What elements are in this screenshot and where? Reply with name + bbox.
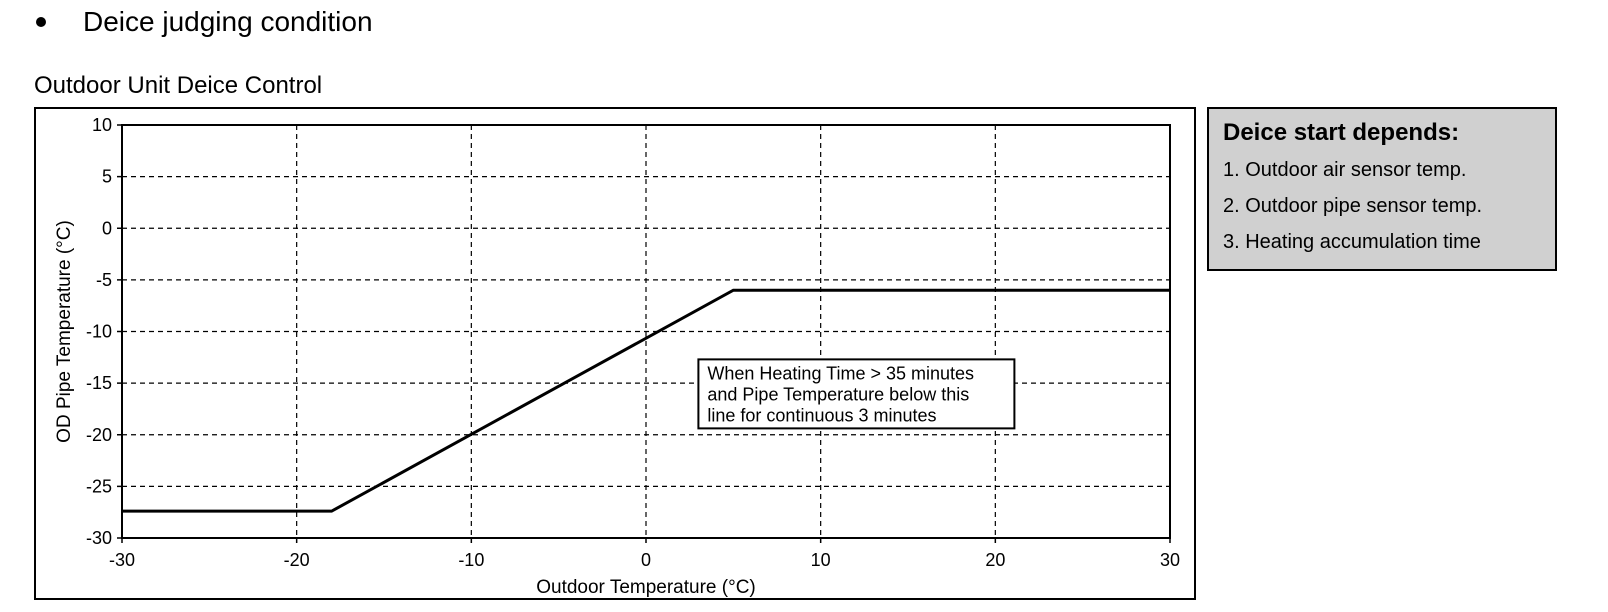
info-item-3: 3. Heating accumulation time bbox=[1223, 231, 1481, 253]
bullet-heading: Deice judging condition bbox=[36, 2, 373, 42]
y-tick-label: -15 bbox=[86, 373, 112, 393]
y-axis-label: OD Pipe Temperature (°C) bbox=[54, 220, 75, 443]
annotation-box bbox=[697, 358, 1016, 430]
x-tick-label: -20 bbox=[284, 550, 310, 570]
y-tick-label: 5 bbox=[102, 167, 112, 187]
section-heading: Deice judging condition bbox=[83, 6, 373, 37]
y-tick-label: -5 bbox=[96, 270, 112, 290]
info-box-title: Deice start depends: bbox=[1223, 119, 1460, 146]
x-tick-label: 0 bbox=[641, 550, 651, 570]
x-tick-label: 20 bbox=[985, 550, 1005, 570]
x-tick-label: -30 bbox=[109, 550, 135, 570]
x-axis-label: Outdoor Temperature (°C) bbox=[536, 577, 756, 598]
annotation-line-2: and Pipe Temperature below this bbox=[707, 384, 969, 404]
y-tick-label: -10 bbox=[86, 322, 112, 342]
y-tick-label: 10 bbox=[92, 115, 112, 135]
x-tick-label: 30 bbox=[1160, 550, 1180, 570]
annotation-line-3: line for continuous 3 minutes bbox=[707, 405, 936, 425]
info-item-1: 1. Outdoor air sensor temp. bbox=[1223, 159, 1467, 181]
y-tick-label: -25 bbox=[86, 476, 112, 496]
y-tick-label: -20 bbox=[86, 425, 112, 445]
y-tick-label: -30 bbox=[86, 528, 112, 548]
chart-title: Outdoor Unit Deice Control bbox=[34, 72, 323, 99]
series-line bbox=[122, 288, 1170, 513]
chart-frame bbox=[34, 107, 1196, 600]
x-tick-label: 10 bbox=[811, 550, 831, 570]
annotation-line-1: When Heating Time > 35 minutes bbox=[707, 363, 974, 383]
bullet-dot-icon bbox=[36, 17, 46, 27]
info-item-2: 2. Outdoor pipe sensor temp. bbox=[1223, 195, 1483, 217]
y-tick-label: 0 bbox=[102, 218, 112, 238]
x-tick-label: -10 bbox=[458, 550, 484, 570]
info-box: Deice start depends: 1. Outdoor air sens… bbox=[1207, 107, 1557, 271]
